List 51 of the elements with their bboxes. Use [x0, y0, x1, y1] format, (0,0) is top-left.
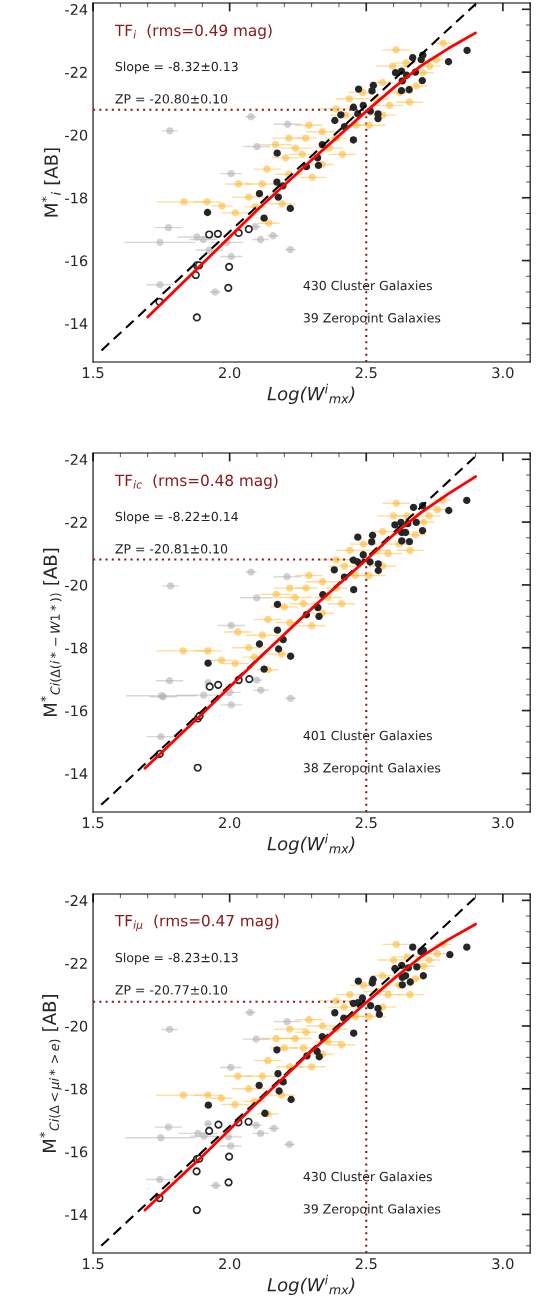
y-tick-label: -20: [65, 129, 88, 141]
x-axis-title: Log(W$^{i}$$_{mx}$): [267, 383, 355, 405]
text: TF$_{ic}$ (rms=0.48 mag): [114, 474, 278, 490]
x-tick-label: 2.5: [355, 1258, 377, 1270]
annotation: 430 Cluster Galaxies: [303, 1171, 432, 1182]
y-tick-label: -16: [65, 705, 88, 717]
annotation: 401 Cluster Galaxies: [303, 730, 432, 741]
annotation: 39 Zeropoint Galaxies: [303, 1203, 441, 1217]
y-tick-label: -14: [65, 318, 88, 329]
y-tick-label: -20: [65, 1020, 88, 1032]
y-tick-label: -22: [65, 516, 87, 528]
y-tick-label: -22: [65, 957, 87, 969]
annotation: Slope = -8.22±0.14: [115, 511, 238, 524]
x-tick-label: 3.0: [492, 1258, 514, 1270]
x-tick-label: 1.5: [83, 367, 104, 379]
x-tick-label: 2.5: [355, 817, 377, 829]
y-tick-label: -18: [65, 1083, 88, 1095]
y-tick-label: -22: [65, 66, 87, 78]
y-axis-title: M$^{*}$$_{i}$ [AB]: [41, 148, 61, 217]
y-tick-label: -24: [65, 454, 88, 465]
x-tick-label: 2.0: [219, 367, 241, 379]
annotation: Slope = -8.23±0.13: [115, 952, 238, 965]
y-tick-label: -24: [65, 4, 88, 15]
x-tick-label: 1.5: [83, 817, 104, 829]
x-axis-title: Log(W$^{i}$$_{mx}$): [267, 833, 355, 855]
y-axis-title: M$^{*}$$_{Ci(Δ<μi*>e)}$ [AB]: [39, 995, 62, 1152]
x-tick-label: 3.0: [492, 367, 514, 379]
annotation: 430 Cluster Galaxies: [303, 280, 432, 291]
y-tick-label: -14: [65, 1209, 88, 1220]
annotation: ZP = -20.81±0.10: [115, 544, 228, 554]
annotation: 38 Zeropoint Galaxies: [303, 762, 441, 775]
y-tick-label: -24: [65, 895, 88, 906]
y-tick-label: -18: [65, 642, 88, 654]
y-tick-label: -16: [65, 255, 88, 267]
x-tick-label: 2.5: [355, 367, 377, 379]
x-tick-label: 2.0: [219, 1258, 241, 1270]
y-axis-title: M$^{*}$$_{Ci(Δ(i*−W1*))}$ [AB]: [40, 548, 62, 717]
y-tick-label: -14: [65, 768, 88, 779]
y-tick-label: -20: [65, 579, 88, 591]
annotation: 39 Zeropoint Galaxies: [303, 312, 441, 325]
annotation: ZP = -20.80±0.10: [115, 94, 228, 104]
text: TF$_{i}$ (rms=0.49 mag): [114, 24, 272, 40]
annotation: Slope = -8.32±0.13: [115, 61, 238, 74]
x-tick-label: 1.5: [83, 1258, 104, 1270]
text: TF$_{iμ}$ (rms=0.47 mag): [114, 914, 279, 931]
x-tick-label: 3.0: [492, 817, 514, 829]
x-tick-label: 2.0: [219, 817, 241, 829]
x-axis-title: Log(W$^{i}$$_{mx}$): [267, 1274, 355, 1296]
y-tick-label: -16: [65, 1146, 88, 1158]
y-tick-label: -18: [65, 192, 88, 204]
annotation: ZP = -20.77±0.10: [115, 985, 228, 995]
